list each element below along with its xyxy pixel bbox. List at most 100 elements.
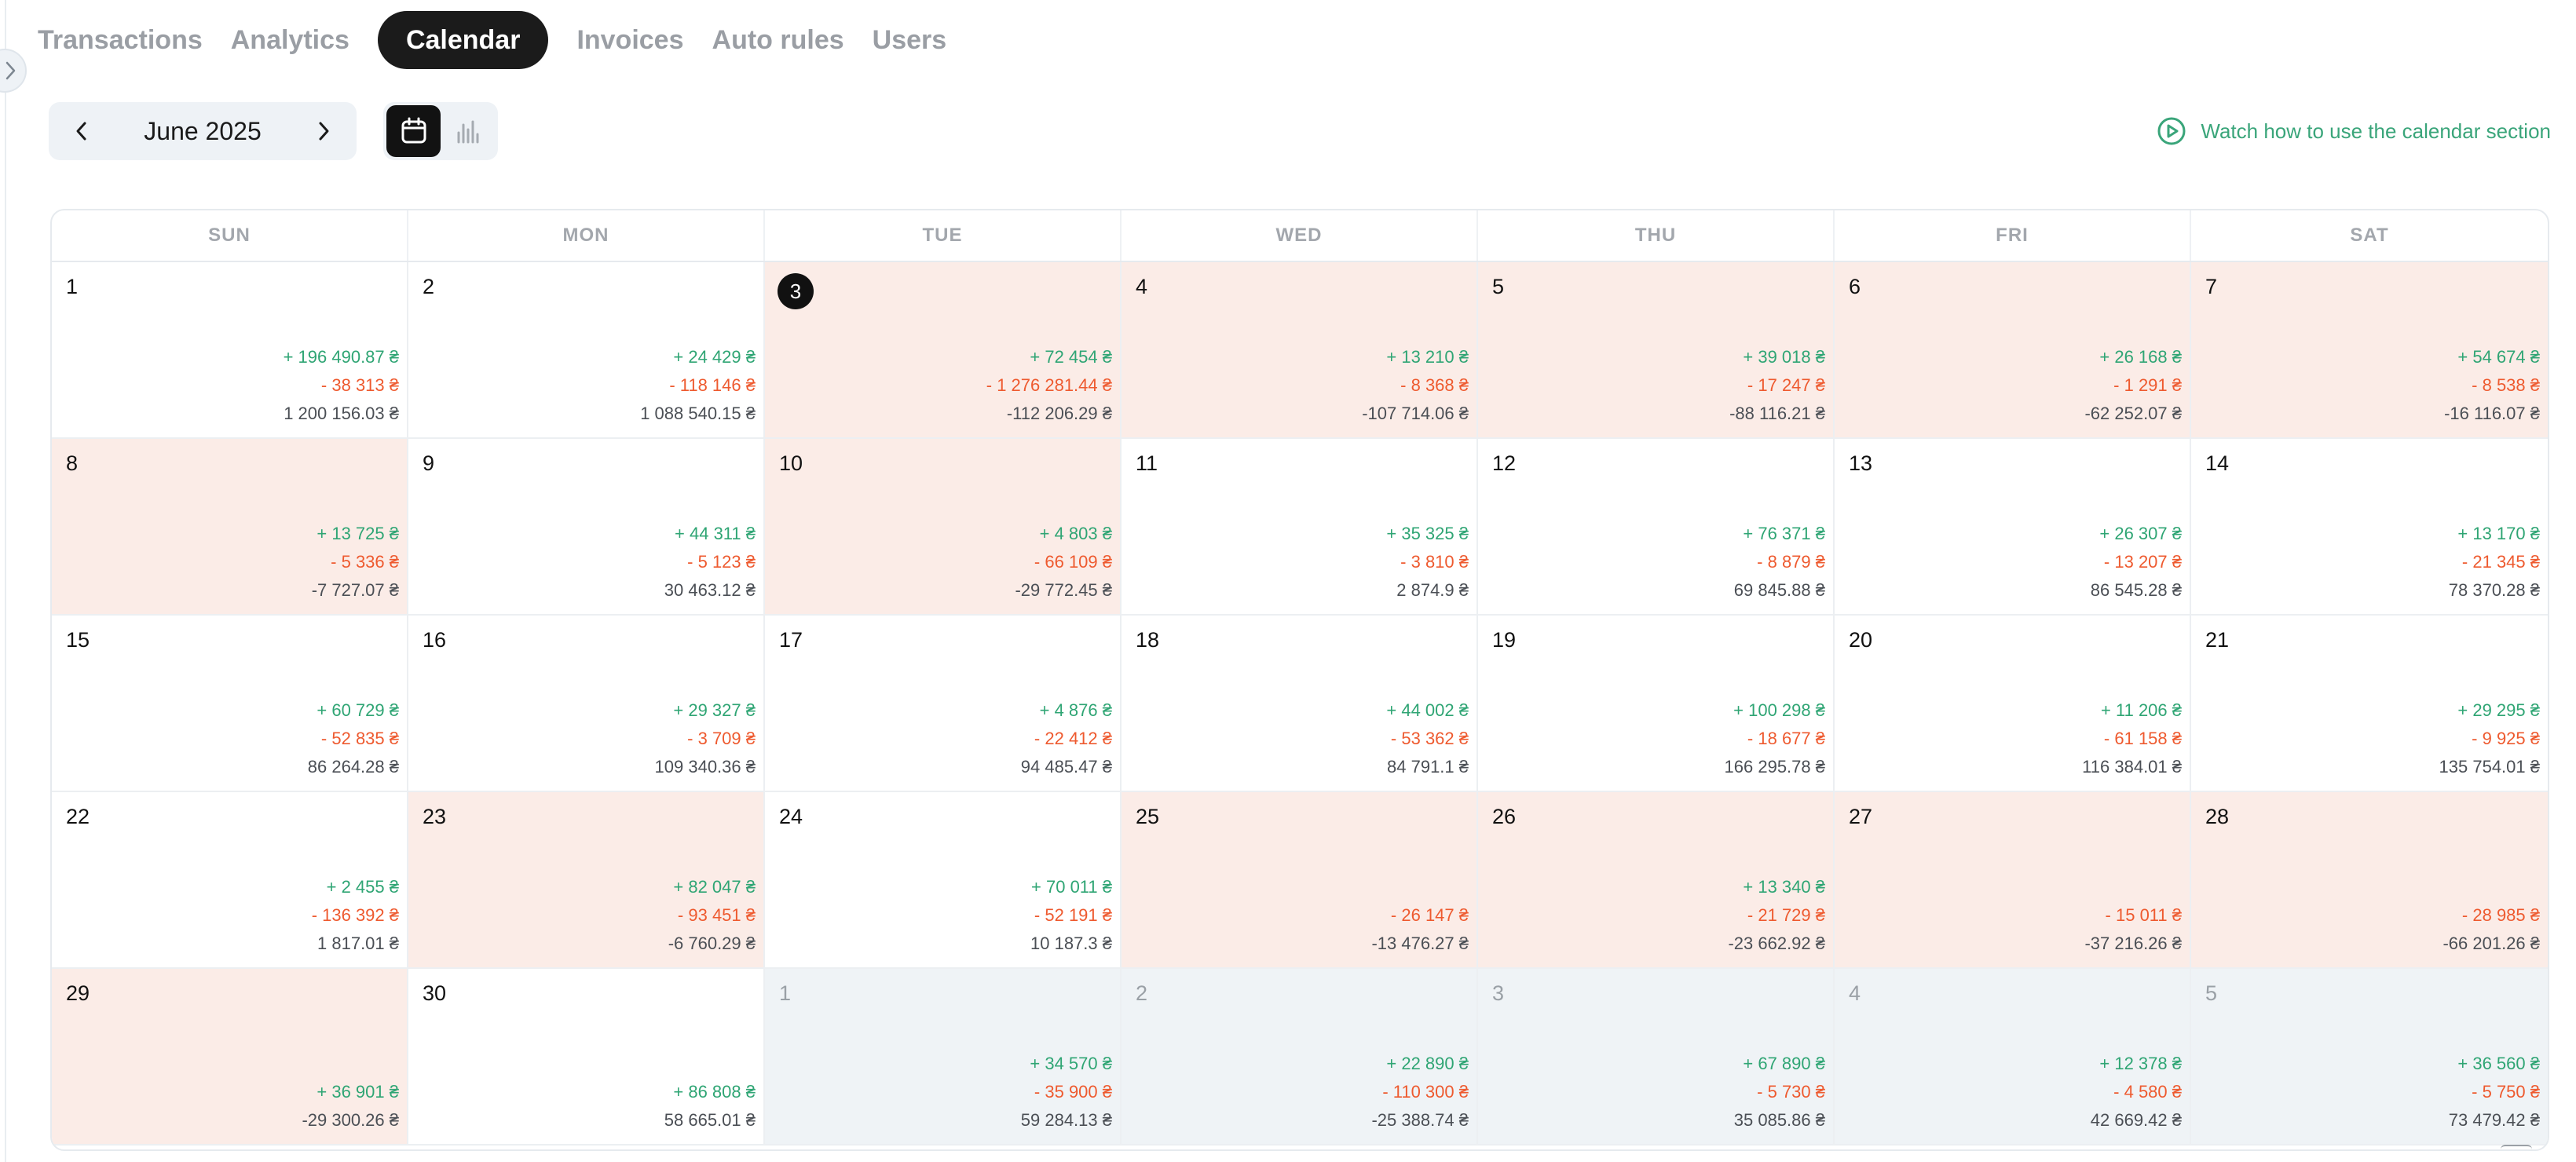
chevron-right-icon (319, 122, 329, 141)
calendar-day-cell[interactable]: 18 + 44 002 ₴ - 53 362 ₴ 84 791.1 ₴ (1122, 616, 1478, 792)
expense-amount: - 9 925 ₴ (2472, 729, 2540, 748)
income-amount: + 26 168 ₴ (2099, 347, 2182, 367)
balance-amount: -112 206.29 ₴ (1006, 404, 1112, 423)
day-amounts: + 29 295 ₴ - 9 925 ₴ 135 754.01 ₴ (2439, 696, 2540, 781)
calendar-day-cell[interactable]: 29 + 36 901 ₴ -29 300.26 ₴ (52, 969, 408, 1146)
balance-amount: 84 791.1 ₴ (1387, 757, 1469, 776)
tab-users[interactable]: Users (872, 24, 947, 55)
calendar-day-cell[interactable]: 27 - 15 011 ₴ -37 216.26 ₴ (1835, 792, 2191, 969)
calendar-day-cell-next-month[interactable]: 2 + 22 890 ₴ - 110 300 ₴ -25 388.74 ₴ (1122, 969, 1478, 1146)
calendar-day-cell[interactable]: 19 + 100 298 ₴ - 18 677 ₴ 166 295.78 ₴ (1478, 616, 1835, 792)
expense-amount: - 8 368 ₴ (1400, 375, 1469, 395)
tab-invoices[interactable]: Invoices (576, 24, 684, 55)
day-number: 11 (1136, 451, 1158, 475)
expense-amount: - 136 392 ₴ (311, 905, 399, 925)
calendar-day-cell[interactable]: 9 + 44 311 ₴ - 5 123 ₴ 30 463.12 ₴ (408, 439, 765, 616)
calendar-day-cell[interactable]: 30 + 86 808 ₴ 58 665.01 ₴ (408, 969, 765, 1146)
balance-amount: 73 479.42 ₴ (2448, 1110, 2540, 1130)
expense-amount: - 18 677 ₴ (1747, 729, 1825, 748)
calendar-day-cell[interactable]: 26 + 13 340 ₴ - 21 729 ₴ -23 662.92 ₴ (1478, 792, 1835, 969)
expense-amount: - 53 362 ₴ (1390, 729, 1469, 748)
balance-amount: -88 116.21 ₴ (1729, 404, 1825, 423)
day-amounts: + 54 674 ₴ - 8 538 ₴ -16 116.07 ₴ (2444, 343, 2540, 428)
calendar-day-cell[interactable]: 11 + 35 325 ₴ - 3 810 ₴ 2 874.9 ₴ (1122, 439, 1478, 616)
calendar-day-cell[interactable]: 24 + 70 011 ₴ - 52 191 ₴ 10 187.3 ₴ (765, 792, 1122, 969)
calendar-day-cell[interactable]: 13 + 26 307 ₴ - 13 207 ₴ 86 545.28 ₴ (1835, 439, 2191, 616)
day-number: 2 (423, 275, 435, 298)
day-number: 4 (1136, 275, 1148, 298)
expense-amount: - 3 810 ₴ (1400, 552, 1469, 572)
income-amount: + 13 170 ₴ (2457, 524, 2540, 543)
day-number: 6 (1849, 275, 1861, 298)
calendar-day-cell[interactable]: 22 + 2 455 ₴ - 136 392 ₴ 1 817.01 ₴ (52, 792, 408, 969)
prev-month-button[interactable] (66, 115, 97, 147)
expense-amount: - 35 900 ₴ (1034, 1082, 1112, 1102)
income-amount: + 22 890 ₴ (1386, 1054, 1469, 1073)
calendar-day-cell[interactable]: 6 + 26 168 ₴ - 1 291 ₴ -62 252.07 ₴ (1835, 262, 2191, 439)
expense-amount: - 5 750 ₴ (2472, 1082, 2540, 1102)
calendar-day-cell[interactable]: 12 + 76 371 ₴ - 8 879 ₴ 69 845.88 ₴ (1478, 439, 1835, 616)
calendar-day-cell-next-month[interactable]: 1 + 34 570 ₴ - 35 900 ₴ 59 284.13 ₴ (765, 969, 1122, 1146)
weekday-fri: FRI (1835, 210, 2191, 261)
calendar-day-cell[interactable]: 1 + 196 490.87 ₴ - 38 313 ₴ 1 200 156.03 ₴ (52, 262, 408, 439)
weekday-wed: WED (1122, 210, 1478, 261)
income-amount: + 72 454 ₴ (1030, 347, 1112, 367)
calendar-day-cell[interactable]: 5 + 39 018 ₴ - 17 247 ₴ -88 116.21 ₴ (1478, 262, 1835, 439)
tab-calendar[interactable]: Calendar (377, 11, 549, 69)
left-rail (0, 0, 27, 1162)
chart-view-button[interactable] (441, 105, 495, 157)
balance-amount: -13 476.27 ₴ (1371, 934, 1469, 953)
calendar-day-cell-next-month[interactable]: 5 + 36 560 ₴ - 5 750 ₴ 73 479.42 ₴ (2191, 969, 2548, 1146)
calendar-day-cell[interactable]: 25 - 26 147 ₴ -13 476.27 ₴ (1122, 792, 1478, 969)
calendar-day-cell[interactable]: 21 + 29 295 ₴ - 9 925 ₴ 135 754.01 ₴ (2191, 616, 2548, 792)
day-amounts: - 28 985 ₴ -66 201.26 ₴ (2442, 901, 2540, 958)
day-amounts: + 26 307 ₴ - 13 207 ₴ 86 545.28 ₴ (2091, 520, 2182, 605)
balance-amount: 94 485.47 ₴ (1020, 757, 1112, 776)
calendar-day-cell[interactable]: 8 + 13 725 ₴ - 5 336 ₴ -7 727.07 ₴ (52, 439, 408, 616)
expense-amount: - 1 291 ₴ (2113, 375, 2182, 395)
day-amounts: + 196 490.87 ₴ - 38 313 ₴ 1 200 156.03 ₴ (284, 343, 399, 428)
calendar-day-cell[interactable]: 3 + 72 454 ₴ - 1 276 281.44 ₴ -112 206.29 ₴ (765, 262, 1122, 439)
expense-amount: - 1 276 281.44 ₴ (986, 375, 1112, 395)
calendar-day-cell[interactable]: 2 + 24 429 ₴ - 118 146 ₴ 1 088 540.15 ₴ (408, 262, 765, 439)
day-amounts: - 15 011 ₴ -37 216.26 ₴ (2084, 901, 2182, 958)
month-calendar: SUN MON TUE WED THU FRI SAT 1 + 196 490.8… (50, 209, 2549, 1151)
balance-amount: 1 088 540.15 ₴ (640, 404, 756, 423)
calendar-day-cell[interactable]: 4 + 13 210 ₴ - 8 368 ₴ -107 714.06 ₴ (1122, 262, 1478, 439)
calendar-day-cell[interactable]: 10 + 4 803 ₴ - 66 109 ₴ -29 772.45 ₴ (765, 439, 1122, 616)
expense-amount: - 15 011 ₴ (2105, 905, 2182, 925)
sidebar-expand-button[interactable] (0, 49, 27, 93)
balance-amount: -6 760.29 ₴ (668, 934, 756, 953)
calendar-day-cell[interactable]: 15 + 60 729 ₴ - 52 835 ₴ 86 264.28 ₴ (52, 616, 408, 792)
tab-analytics[interactable]: Analytics (230, 24, 349, 55)
calendar-day-cell[interactable]: 16 + 29 327 ₴ - 3 709 ₴ 109 340.36 ₴ (408, 616, 765, 792)
weekday-sun: SUN (52, 210, 408, 261)
day-number: 9 (423, 451, 435, 475)
calendar-day-cell[interactable]: 23 + 82 047 ₴ - 93 451 ₴ -6 760.29 ₴ (408, 792, 765, 969)
calendar-day-cell-next-month[interactable]: 3 + 67 890 ₴ - 5 730 ₴ 35 085.86 ₴ (1478, 969, 1835, 1146)
balance-amount: 58 665.01 ₴ (664, 1110, 756, 1130)
income-amount: + 54 674 ₴ (2457, 347, 2540, 367)
day-number: 27 (1849, 805, 1873, 828)
day-amounts: + 86 808 ₴ 58 665.01 ₴ (664, 1078, 756, 1135)
expense-amount: - 8 538 ₴ (2472, 375, 2540, 395)
calendar-day-cell[interactable]: 14 + 13 170 ₴ - 21 345 ₴ 78 370.28 ₴ (2191, 439, 2548, 616)
tab-auto-rules[interactable]: Auto rules (712, 24, 844, 55)
balance-amount: -29 772.45 ₴ (1015, 580, 1112, 600)
calendar-day-cell-next-month[interactable]: 4 + 12 378 ₴ - 4 580 ₴ 42 669.42 ₴ (1835, 969, 2191, 1146)
calendar-day-cell[interactable]: 28 - 28 985 ₴ -66 201.26 ₴ (2191, 792, 2548, 969)
calendar-day-cell[interactable]: 7 + 54 674 ₴ - 8 538 ₴ -16 116.07 ₴ (2191, 262, 2548, 439)
balance-amount: 10 187.3 ₴ (1030, 934, 1112, 953)
tab-transactions[interactable]: Transactions (38, 24, 203, 55)
day-number: 20 (1849, 628, 1873, 652)
calendar-view-button[interactable] (386, 105, 441, 157)
calendar-day-cell[interactable]: 20 + 11 206 ₴ - 61 158 ₴ 116 384.01 ₴ (1835, 616, 2191, 792)
day-number: 24 (779, 805, 803, 828)
watch-tutorial-link[interactable]: Watch how to use the calendar section (2157, 115, 2551, 148)
balance-amount: 42 669.42 ₴ (2090, 1110, 2182, 1130)
next-month-button[interactable] (308, 115, 339, 147)
watch-tutorial-label: Watch how to use the calendar section (2201, 119, 2551, 143)
income-amount: + 12 378 ₴ (2099, 1054, 2182, 1073)
calendar-day-cell[interactable]: 17 + 4 876 ₴ - 22 412 ₴ 94 485.47 ₴ (765, 616, 1122, 792)
day-number: 26 (1492, 805, 1517, 828)
